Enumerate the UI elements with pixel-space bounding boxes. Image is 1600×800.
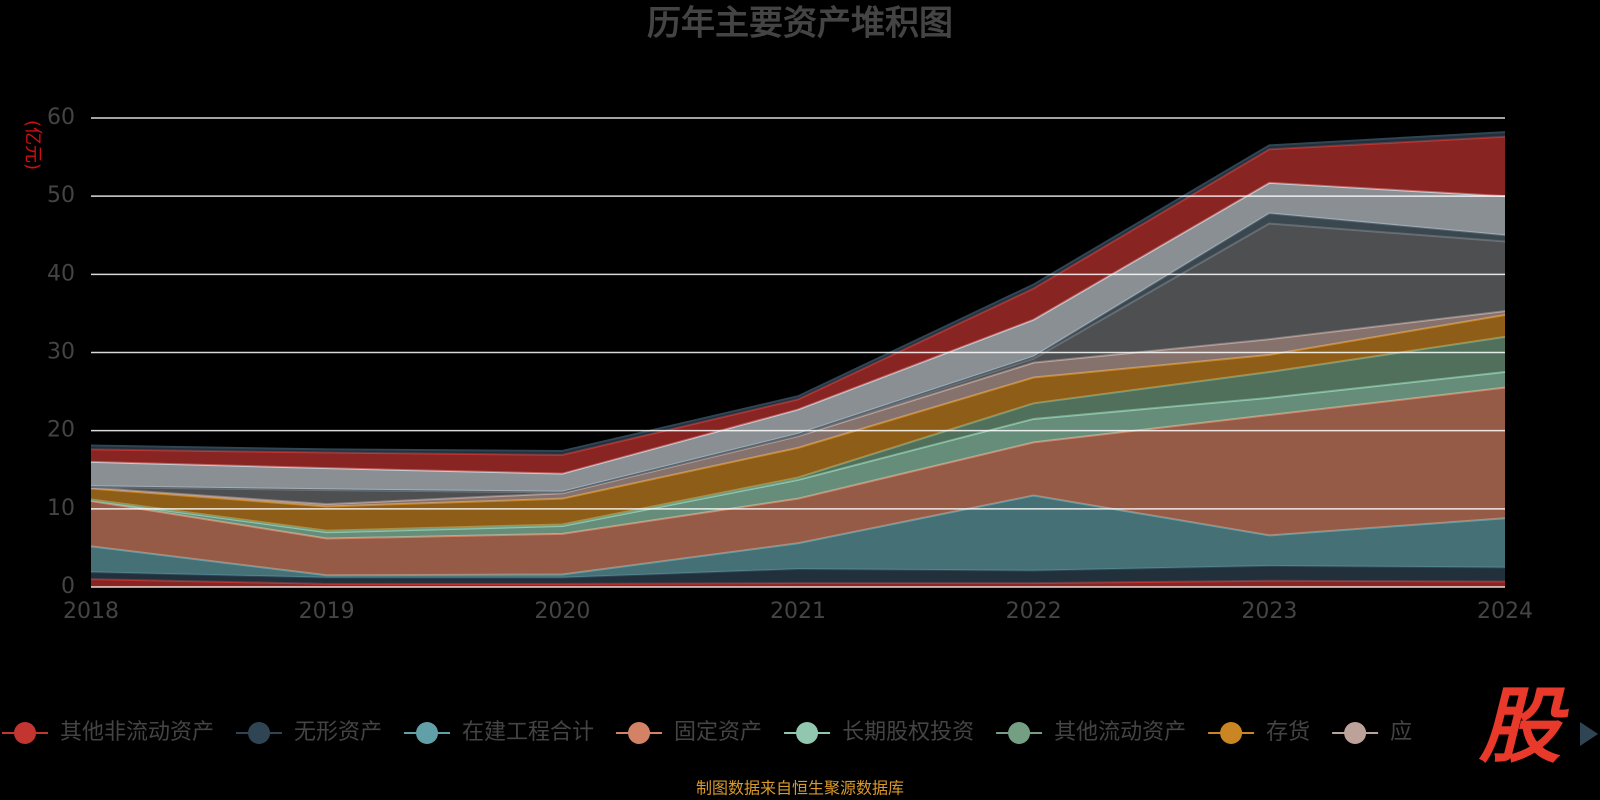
legend-marker — [628, 722, 651, 744]
legend-label: 存货 — [1266, 720, 1310, 745]
x-tick-label: 2023 — [1241, 599, 1297, 624]
area — [91, 372, 1505, 539]
legend-item[interactable]: 存货 — [1208, 720, 1310, 745]
source-note: 制图数据来自恒生聚源数据库 — [696, 779, 904, 798]
legend-item[interactable]: 其他流动资产 — [996, 720, 1186, 745]
y-tick-label: 60 — [47, 105, 75, 130]
legend-item[interactable]: 固定资产 — [616, 720, 762, 745]
legend-item[interactable]: 长期股权投资 — [784, 720, 974, 745]
area — [91, 565, 1505, 584]
legend-marker — [1008, 722, 1031, 744]
legend-item[interactable]: 其他非流动资产 — [2, 720, 214, 745]
watermark: 股 — [1478, 679, 1569, 774]
legend-marker — [1344, 722, 1367, 744]
y-axis-label: (亿元) — [22, 120, 43, 170]
x-tick-label: 2024 — [1477, 599, 1533, 624]
legend-label: 固定资产 — [674, 720, 762, 745]
legend-item[interactable]: 无形资产 — [236, 720, 382, 745]
area-line — [90, 131, 1506, 452]
chart-title: 历年主要资产堆积图 — [647, 4, 953, 44]
legend-item[interactable]: 在建工程合计 — [404, 720, 594, 745]
y-tick-label: 40 — [47, 261, 75, 286]
legend-label: 其他流动资产 — [1054, 720, 1186, 745]
area — [91, 223, 1505, 505]
x-tick-label: 2022 — [1006, 599, 1062, 624]
x-tick-label: 2018 — [63, 599, 119, 624]
area — [91, 136, 1505, 474]
legend-item[interactable]: 应 — [1332, 720, 1412, 745]
area — [91, 314, 1505, 531]
legend-label: 长期股权投资 — [842, 720, 974, 745]
plot-area: 0 10 20 30 40 50 60 2018 2019 2020 2021 2022 2023 202… — [47, 105, 1533, 624]
legend-scroll[interactable] — [1580, 722, 1598, 746]
y-tick-label: 30 — [47, 340, 75, 365]
y-tick-label: 20 — [47, 418, 75, 443]
x-tick-label: 2020 — [534, 599, 590, 624]
legend-label: 无形资产 — [294, 720, 382, 745]
area — [91, 182, 1505, 492]
area — [91, 387, 1505, 576]
y-tick-label: 10 — [47, 496, 75, 521]
x-tick-label: 2021 — [770, 599, 826, 624]
y-tick-label: 50 — [47, 183, 75, 208]
legend-marker — [248, 722, 271, 744]
legend-label: 其他非流动资产 — [60, 720, 214, 745]
legend-label: 应 — [1390, 720, 1412, 745]
legend-marker — [416, 722, 439, 744]
x-tick-label: 2019 — [299, 599, 355, 624]
legend-marker — [796, 722, 819, 744]
y-tick-label: 0 — [61, 574, 75, 599]
legend-label: 在建工程合计 — [462, 720, 594, 745]
area — [91, 311, 1505, 507]
legend-marker — [14, 722, 36, 744]
legend: 其他非流动资产 无形资产 在建工程合计 固定资产 长期股权投资 其他流动资产 存货 应 — [2, 720, 1412, 745]
legend-marker — [1220, 722, 1243, 744]
